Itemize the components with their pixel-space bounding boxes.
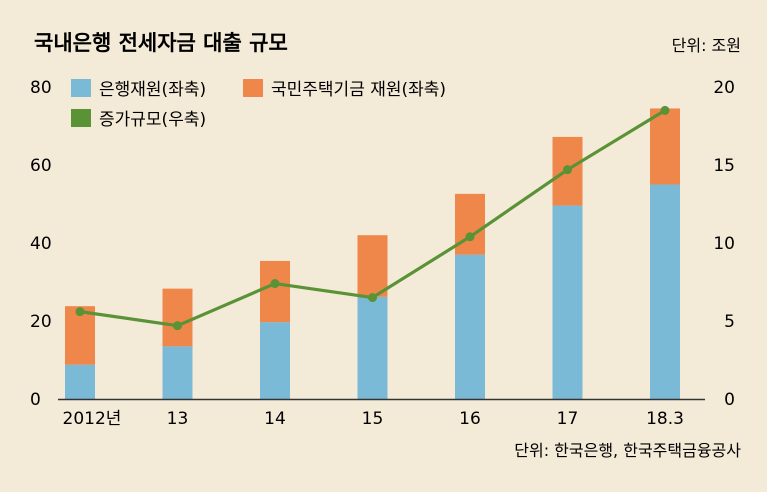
legend-swatch-bank (71, 79, 91, 97)
legend: 은행재원(좌축) 국민주택기금 재원(좌축) 증가규모(우축) (71, 79, 446, 130)
source-label: 단위: 한국은행, 한국주택금융공사 (514, 441, 741, 460)
y-right-tick-label: 0 (724, 390, 735, 410)
legend-label-bank: 은행재원(좌축) (99, 80, 206, 100)
x-tick-label: 13 (167, 409, 189, 429)
y-left-tick-label: 80 (30, 78, 52, 98)
y-left-tick-label: 0 (30, 390, 41, 410)
y-left-tick-label: 40 (30, 234, 52, 254)
legend-label-housing-fund: 국민주택기금 재원(좌축) (271, 80, 446, 100)
point-increase (563, 165, 572, 175)
point-increase (173, 321, 182, 331)
x-tick-label: 17 (557, 409, 579, 429)
unit-label: 단위: 조원 (672, 36, 741, 55)
y-right-tick-label: 20 (713, 78, 735, 98)
legend-swatch-housing-fund (243, 79, 263, 97)
x-tick-label: 14 (264, 409, 286, 429)
legend-swatch-increase (71, 109, 91, 127)
x-tick-label: 2012년 (63, 409, 122, 429)
plot-area: 0 20 40 60 80 0 5 10 15 20 2012년 13 14 15 16 17 18.3 (30, 78, 735, 429)
bar-housing-fund (260, 260, 290, 323)
x-tick-label: 16 (459, 409, 481, 429)
bar-bank (65, 364, 95, 399)
bar-housing-fund (162, 288, 193, 347)
legend-label-increase: 증가규모(우축) (99, 110, 206, 130)
point-increase (368, 293, 377, 303)
bar-housing-fund (357, 235, 388, 297)
y-right-tick-label: 5 (724, 312, 735, 332)
bar-housing-fund (455, 193, 485, 255)
y-left-tick-label: 60 (30, 156, 52, 176)
x-tick-label: 15 (362, 409, 384, 429)
y-right-tick-label: 15 (713, 156, 735, 176)
chart-title: 국내은행 전세자금 대출 규모 (34, 31, 288, 55)
bar-bank (162, 346, 193, 399)
x-tick-label: 18.3 (646, 409, 684, 429)
bar-bank (357, 296, 388, 399)
point-increase (660, 105, 670, 115)
y-left-tick-label: 20 (30, 312, 52, 332)
point-increase (75, 307, 85, 317)
bar-bank (455, 254, 485, 399)
point-increase (465, 232, 475, 242)
bar-bank (552, 205, 583, 399)
y-right-tick-label: 10 (713, 234, 735, 254)
bar-bank (650, 184, 680, 399)
bar-housing-fund (650, 108, 680, 185)
bar-bank (260, 322, 290, 399)
point-increase (270, 279, 280, 289)
